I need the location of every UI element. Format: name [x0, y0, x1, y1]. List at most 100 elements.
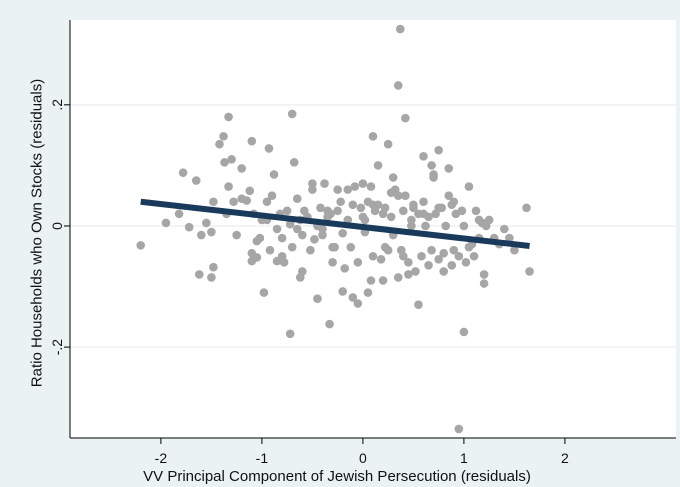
scatter-point — [429, 170, 438, 179]
scatter-point — [500, 224, 509, 234]
scatter-point — [277, 251, 287, 261]
x-axis-title: VV Principal Component of Jewish Persecu… — [143, 468, 531, 485]
scatter-point — [308, 185, 317, 194]
scatter-point — [285, 329, 295, 339]
scatter-point — [247, 256, 257, 266]
scatter-point — [449, 245, 459, 255]
scatter-point — [444, 191, 454, 200]
scatter-point — [444, 164, 454, 173]
scatter-point — [197, 230, 206, 240]
scatter-point — [386, 188, 396, 197]
scatter-point — [161, 218, 171, 228]
scatter-point — [247, 136, 257, 146]
scatter-point — [282, 206, 292, 216]
scatter-point — [264, 144, 274, 153]
y-axis-ticks: -.2 0 .2 — [49, 99, 70, 356]
scatter-point — [224, 182, 233, 191]
scatter-point — [232, 230, 241, 240]
scatter-point — [343, 185, 353, 194]
scatter-point — [184, 222, 194, 232]
scatter-point — [298, 267, 307, 276]
scatter-point — [471, 206, 481, 216]
scatter-point — [227, 155, 236, 164]
scatter-point — [285, 219, 295, 229]
scatter-point — [409, 200, 418, 210]
y-tick-label: -.2 — [49, 339, 65, 356]
scatter-point — [447, 261, 457, 270]
scatter-point — [401, 113, 410, 123]
scatter-point — [479, 279, 489, 288]
scatter-point — [368, 251, 378, 261]
scatter-point — [219, 132, 228, 141]
scatter-point — [368, 132, 378, 141]
scatter-point — [333, 185, 342, 194]
scatter-point — [421, 221, 430, 231]
scatter-point — [313, 294, 322, 303]
scatter-point — [292, 224, 302, 234]
y-axis-title: Ratio Households who Own Stocks (residua… — [29, 79, 46, 387]
scatter-point — [310, 234, 319, 244]
scatter-point — [237, 164, 246, 173]
scatter-point — [380, 203, 390, 213]
scatter-point — [439, 248, 449, 258]
scatter-point — [272, 224, 282, 234]
scatter-point — [386, 212, 396, 222]
x-tick-label: -1 — [256, 450, 269, 466]
scatter-point — [259, 288, 269, 297]
scatter-point — [383, 245, 393, 255]
scatter-point — [202, 218, 211, 228]
scatter-point — [136, 241, 145, 250]
scatter-points — [136, 24, 534, 434]
scatter-point — [306, 245, 315, 255]
scatter-point — [191, 176, 201, 185]
scatter-point — [474, 215, 484, 225]
scatter-point — [393, 81, 403, 90]
scatter-point — [308, 179, 317, 188]
scatter-point — [209, 262, 218, 272]
x-tick-label: 2 — [561, 450, 569, 466]
scatter-point — [510, 245, 519, 255]
scatter-point — [399, 206, 408, 216]
scatter-point — [356, 203, 366, 213]
scatter-point — [328, 258, 337, 267]
scatter-point — [323, 212, 332, 222]
scatter-point — [350, 182, 360, 191]
scatter-point — [464, 182, 474, 191]
scatter-point — [388, 173, 398, 182]
scatter-point — [407, 215, 416, 225]
scatter-point — [220, 158, 229, 167]
scatter-point — [419, 197, 428, 207]
scatter-point — [383, 139, 393, 149]
scatter-point — [298, 230, 307, 240]
scatter-point — [289, 158, 299, 167]
scatter-point — [292, 194, 302, 204]
scatter-point — [427, 161, 436, 170]
y-tick-label: .2 — [49, 99, 65, 111]
scatter-point — [404, 270, 413, 279]
scatter-point — [242, 196, 252, 205]
scatter-point — [353, 299, 363, 308]
scatter-point — [340, 264, 350, 273]
scatter-point — [277, 233, 287, 243]
scatter-point — [348, 200, 358, 210]
scatter-point — [459, 327, 469, 337]
scatter-point — [441, 221, 451, 231]
scatter-point — [461, 258, 471, 267]
scatter-point — [287, 242, 297, 252]
scatter-point — [363, 288, 373, 297]
scatter-point — [378, 276, 388, 285]
scatter-point — [269, 170, 279, 179]
scatter-point — [469, 251, 479, 261]
scatter-point — [376, 254, 386, 264]
scatter-point — [325, 319, 334, 329]
x-tick-label: 0 — [359, 450, 367, 466]
scatter-point — [262, 197, 272, 207]
scatter-point — [229, 197, 238, 207]
scatter-point — [454, 424, 464, 434]
scatter-point — [348, 293, 358, 302]
scatter-point — [368, 200, 378, 210]
scatter-point — [525, 267, 534, 276]
scatter-point — [411, 267, 420, 276]
scatter-point — [373, 161, 383, 170]
